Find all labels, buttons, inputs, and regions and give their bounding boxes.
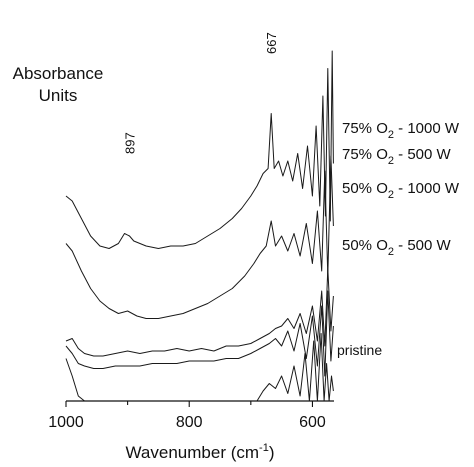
series-label-3: 50% O2 - 1000 W — [342, 180, 460, 201]
series-line-1 — [65, 50, 334, 249]
x-tick-label-600: 600 — [299, 414, 326, 431]
series-label-1: 75% O2 - 1000 W — [342, 120, 460, 141]
x-tick-label-800: 800 — [176, 414, 203, 431]
peak-annotations: 897 667 — [122, 32, 279, 154]
series-label-4: 50% O2 - 500 W — [342, 237, 452, 258]
x-tick-label-1000: 1000 — [48, 414, 84, 431]
y-axis-label-line2: Units — [39, 86, 78, 105]
series-label-2: 75% O2 - 500 W — [342, 146, 452, 167]
x-axis-label: Wavenumber (cm-1) — [126, 442, 275, 462]
y-axis-label-line1: Absorbance — [13, 64, 104, 83]
series-line-4 — [65, 290, 334, 377]
series-line-2 — [65, 155, 334, 319]
series-line-5 — [65, 333, 334, 402]
peak-label-897: 897 — [122, 132, 137, 154]
x-axis-ticks: 1000 800 600 — [48, 401, 326, 431]
series-label-5: pristine — [337, 342, 382, 358]
peak-label-667: 667 — [264, 32, 279, 54]
series-labels: 75% O2 - 1000 W 75% O2 - 500 W 50% O2 - 10… — [337, 120, 460, 358]
series-traces — [65, 50, 334, 402]
series-line-3 — [65, 268, 334, 357]
